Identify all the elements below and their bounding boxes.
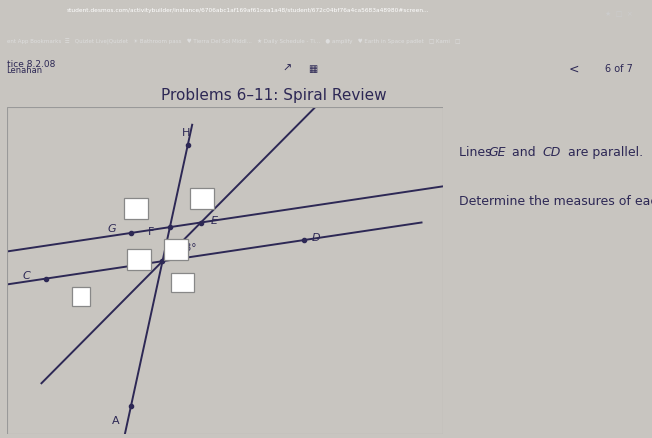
Text: D: D bbox=[312, 233, 320, 244]
Text: CD: CD bbox=[542, 146, 561, 159]
Text: ▦: ▦ bbox=[308, 64, 318, 74]
Text: ↗: ↗ bbox=[282, 64, 291, 74]
Text: <: < bbox=[569, 63, 579, 75]
Text: G: G bbox=[107, 224, 115, 234]
Text: GE: GE bbox=[488, 146, 506, 159]
FancyBboxPatch shape bbox=[190, 188, 214, 209]
FancyBboxPatch shape bbox=[72, 287, 91, 306]
Text: A: A bbox=[112, 416, 119, 426]
Text: tice 8.2.08: tice 8.2.08 bbox=[7, 60, 55, 69]
FancyBboxPatch shape bbox=[171, 272, 194, 292]
Text: H: H bbox=[181, 128, 190, 138]
Text: ent App Bookmarks  ☰   Quizlet Live|Quizlet   ☀ Bathroom pass   ♥ Tierra Del Sol: ent App Bookmarks ☰ Quizlet Live|Quizlet… bbox=[7, 39, 460, 45]
Text: are parallel.: are parallel. bbox=[564, 146, 643, 159]
Text: student.desmos.com/activitybuilder/instance/6706abc1af169af61cea1a48/student/672: student.desmos.com/activitybuilder/insta… bbox=[67, 8, 429, 13]
Text: Problems 6–11: Spiral Review: Problems 6–11: Spiral Review bbox=[161, 88, 387, 103]
Text: Determine the measures of each angle.: Determine the measures of each angle. bbox=[458, 195, 652, 208]
FancyBboxPatch shape bbox=[126, 249, 151, 271]
Text: F: F bbox=[149, 227, 155, 237]
Text: Lenahan: Lenahan bbox=[7, 66, 42, 75]
FancyBboxPatch shape bbox=[164, 239, 188, 260]
Text: 6 of 7: 6 of 7 bbox=[606, 64, 633, 74]
Text: C: C bbox=[22, 271, 30, 281]
Text: and: and bbox=[509, 146, 540, 159]
FancyBboxPatch shape bbox=[124, 198, 148, 219]
Text: Lines: Lines bbox=[458, 146, 495, 159]
Text: E: E bbox=[211, 216, 218, 226]
Text: ★  □  ×: ★ □ × bbox=[604, 11, 632, 17]
Text: B: B bbox=[137, 254, 145, 265]
Text: 38°: 38° bbox=[178, 243, 196, 253]
